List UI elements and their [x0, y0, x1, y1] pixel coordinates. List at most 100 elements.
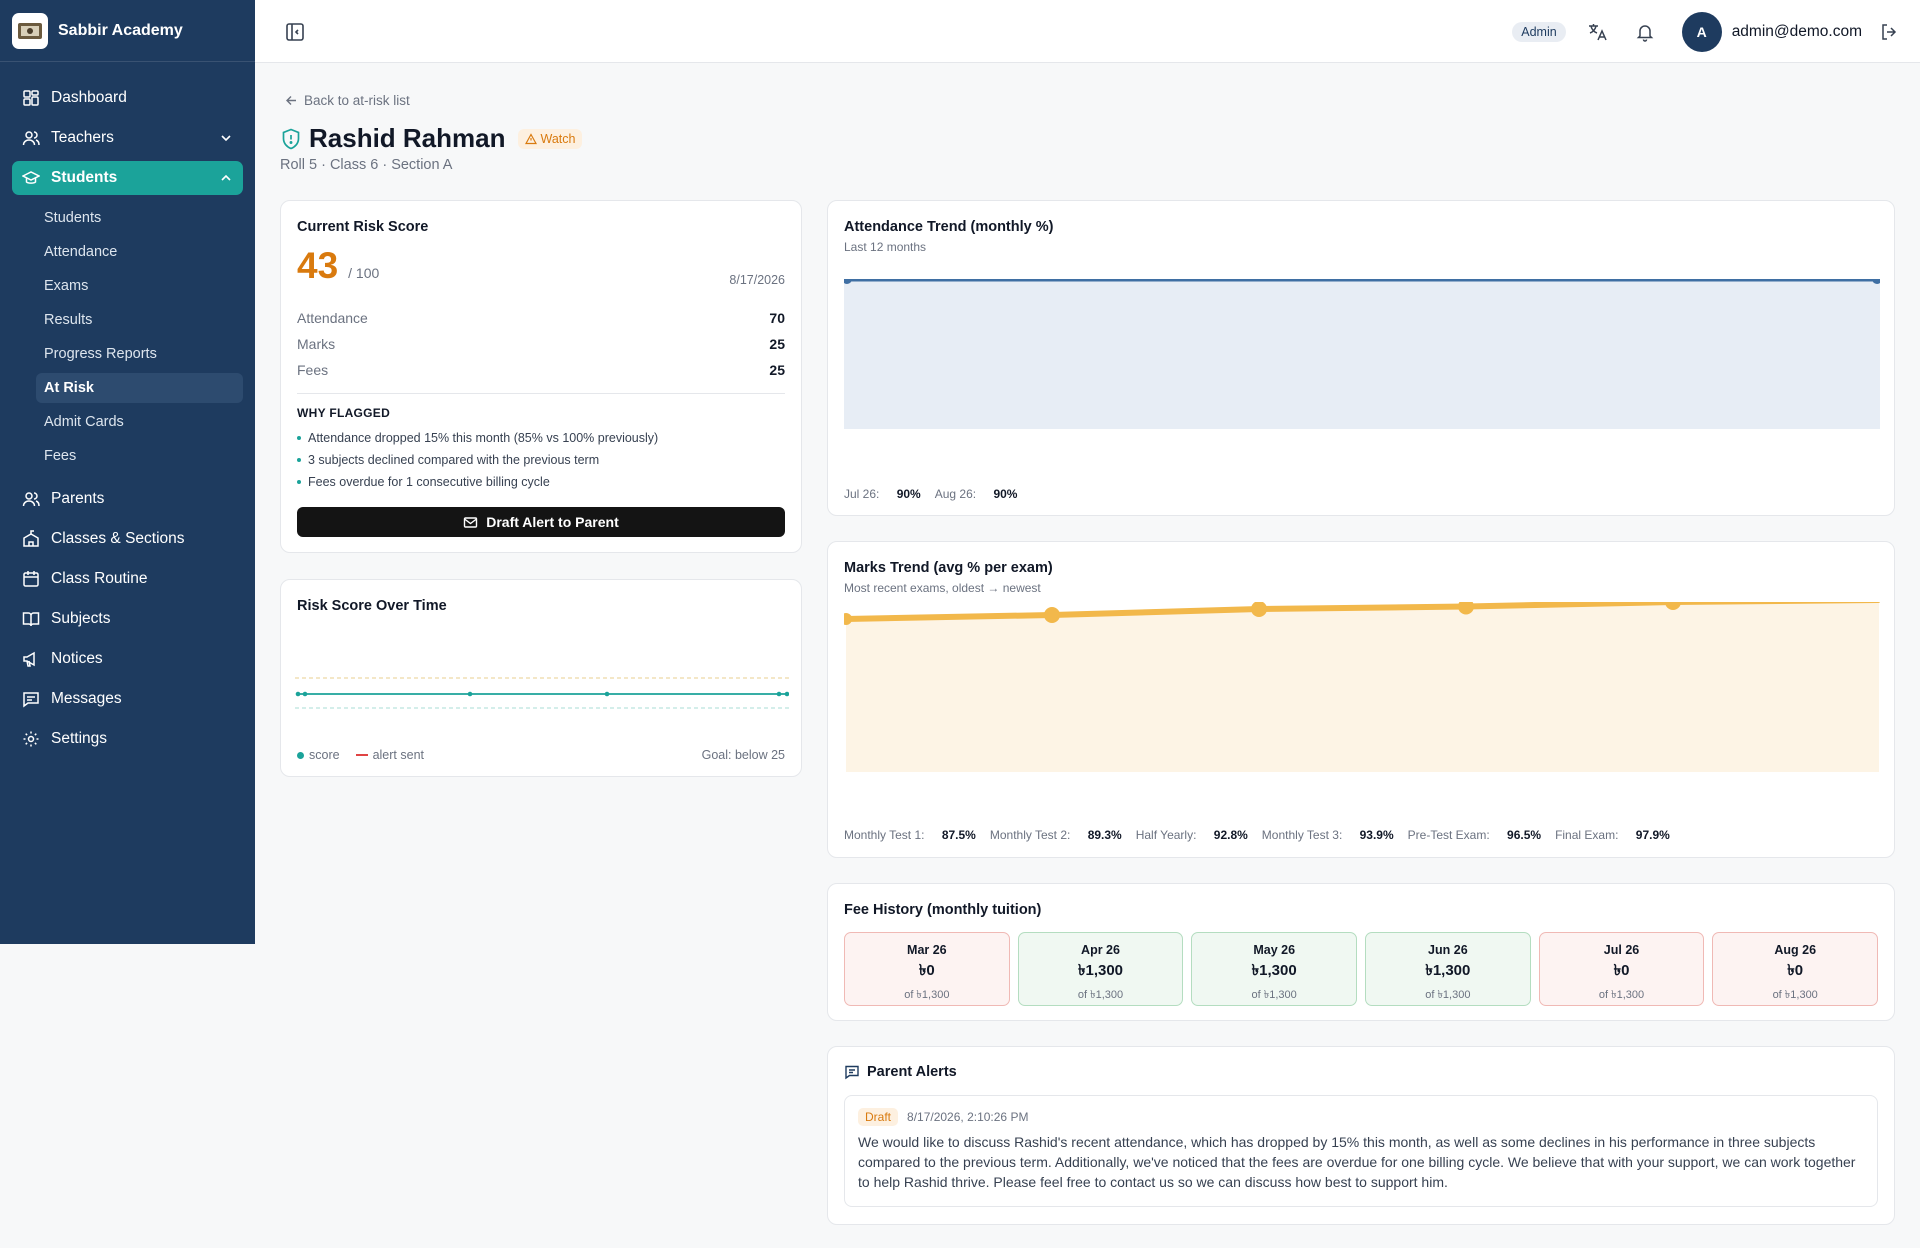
marks-value-item: Monthly Test 2: 89.3%	[990, 828, 1122, 842]
sidebar-item-students[interactable]: Students	[12, 161, 243, 195]
score-point	[604, 691, 610, 697]
language-button[interactable]	[1586, 21, 1608, 43]
brand[interactable]: Sabbir Academy	[0, 0, 255, 62]
users-icon	[22, 131, 40, 146]
sidebar-item-messages[interactable]: Messages	[12, 682, 243, 716]
sidebar-item-classes[interactable]: Classes & Sections	[12, 522, 243, 556]
why-flagged-list: Attendance dropped 15% this month (85% v…	[297, 427, 658, 493]
exam-label: Monthly Test 2:	[989, 828, 1071, 842]
chart-legend: score alert sent	[297, 748, 424, 762]
submenu-item-attendance[interactable]: Attendance	[44, 244, 118, 260]
attendance-area	[844, 279, 1880, 429]
notifications-button[interactable]	[1635, 22, 1655, 42]
why-flagged-heading: WHY FLAGGED	[297, 406, 391, 420]
risk-factor-row: Marks 25	[297, 331, 785, 357]
value-label: 89.3%	[1087, 828, 1122, 842]
value-label: 90%	[896, 487, 921, 501]
fee-amount: ৳0	[918, 962, 935, 979]
list-item: Fees overdue for 1 consecutive billing c…	[297, 471, 658, 493]
mail-icon	[464, 516, 478, 528]
brand-name: Sabbir Academy	[58, 21, 183, 39]
month-label: Aug 26:	[934, 487, 977, 501]
user-email[interactable]: admin@demo.com	[1731, 22, 1862, 40]
factor-label: Marks	[297, 336, 336, 352]
parent-alerts-card: Parent Alerts Draft 8/17/2026, 2:10:26 P…	[827, 1046, 1895, 1225]
month-label: Jul 26:	[844, 487, 880, 501]
message-icon	[23, 692, 39, 708]
alert-item[interactable]: Draft 8/17/2026, 2:10:26 PM We would lik…	[844, 1095, 1878, 1207]
fee-month: Mar 26	[907, 943, 947, 957]
exam-label: Pre-Test Exam:	[1407, 828, 1490, 842]
card-title: Risk Score Over Time	[297, 598, 447, 614]
legend-score-label: score	[309, 748, 340, 762]
main-content: Back to at-risk list Rashid Rahman Watch…	[255, 63, 1920, 1248]
sidebar-item-notices[interactable]: Notices	[12, 642, 243, 676]
submenu-item-admit-cards[interactable]: Admit Cards	[44, 414, 124, 430]
sidebar-toggle-button[interactable]	[285, 22, 305, 42]
exam-label: Half Yearly:	[1135, 828, 1197, 842]
book-icon	[22, 612, 40, 627]
back-link[interactable]: Back to at-risk list	[285, 93, 410, 108]
marks-area	[846, 602, 1879, 772]
fee-total: of ৳1,300	[1077, 989, 1124, 1001]
fee-amount: ৳1,300	[1251, 962, 1297, 979]
fee-total: of ৳1,300	[1598, 989, 1645, 1001]
students-submenu: Students Attendance Exams Results Progre…	[0, 201, 255, 479]
exam-label: Monthly Test 3:	[1261, 828, 1343, 842]
marks-value-item: Pre-Test Exam: 96.5%	[1408, 828, 1541, 842]
submenu-item-fees[interactable]: Fees	[44, 448, 77, 464]
sidebar-item-settings[interactable]: Settings	[12, 722, 243, 756]
fee-total: of ৳1,300	[1251, 989, 1297, 1001]
fee-month: Aug 26	[1774, 943, 1817, 957]
factor-label: Fees	[297, 362, 329, 378]
submenu-item-students[interactable]: Students	[44, 210, 102, 226]
marks-value-item: Final Exam: 97.9%	[1555, 828, 1670, 842]
value-label: 96.5%	[1507, 828, 1542, 842]
translate-icon	[1588, 23, 1607, 40]
submenu-item-results[interactable]: Results	[44, 312, 93, 328]
sidebar-item-routine[interactable]: Class Routine	[12, 562, 243, 596]
card-title: Parent Alerts	[867, 1064, 957, 1080]
avatar[interactable]: A	[1681, 11, 1722, 52]
sidebar-item-parents[interactable]: Parents	[12, 482, 243, 516]
score-legend-marker	[297, 751, 304, 759]
logout-icon	[1882, 23, 1897, 40]
warning-icon	[524, 132, 537, 144]
submenu-item-exams[interactable]: Exams	[44, 278, 89, 294]
factor-value: 70	[769, 310, 785, 326]
value-label: 90%	[993, 487, 1018, 501]
value-label: 92.8%	[1213, 828, 1248, 842]
exam-label: Final Exam:	[1555, 828, 1619, 842]
sidebar-item-subjects[interactable]: Subjects	[12, 602, 243, 636]
school-building-icon	[23, 530, 39, 547]
factor-value: 25	[769, 336, 785, 352]
score-point	[776, 691, 782, 697]
list-item: 3 subjects declined compared with the pr…	[297, 449, 658, 471]
attendance-point	[1872, 279, 1880, 284]
legend-alert-label: alert sent	[372, 748, 424, 762]
parents-icon	[22, 492, 40, 507]
submenu-item-progress-reports[interactable]: Progress Reports	[44, 346, 157, 362]
divider	[297, 393, 785, 394]
risk-factor-row: Attendance 70	[297, 305, 785, 331]
sidebar-item-label: Messages	[51, 690, 122, 707]
risk-score: 43 / 100	[297, 245, 379, 287]
sidebar-item-dashboard[interactable]: Dashboard	[12, 81, 243, 115]
list-item: Attendance dropped 15% this month (85% v…	[297, 427, 658, 449]
attendance-value-item: Jul 26: 90%	[844, 487, 921, 501]
bell-icon	[1636, 24, 1653, 42]
sidebar-item-teachers[interactable]: Teachers	[12, 121, 243, 155]
sidebar-item-label: Students	[51, 169, 118, 186]
chevron-up-icon	[221, 174, 231, 181]
score-point	[302, 691, 308, 697]
draft-alert-button[interactable]: Draft Alert to Parent	[297, 507, 785, 537]
sidebar: Sabbir Academy Dashboard Teachers Studen…	[0, 0, 255, 944]
sidebar-nav: Dashboard Teachers Students Students Att…	[0, 62, 255, 756]
fee-month: Jun 26	[1428, 943, 1468, 957]
marks-value-item: Monthly Test 3: 93.9%	[1262, 828, 1394, 842]
submenu-item-at-risk[interactable]: At Risk	[36, 373, 243, 403]
card-subtitle: Most recent exams, oldest → newest	[844, 581, 1041, 595]
fee-amount: ৳1,300	[1425, 962, 1471, 979]
dashboard-icon	[23, 90, 39, 106]
logout-button[interactable]	[1880, 23, 1898, 41]
